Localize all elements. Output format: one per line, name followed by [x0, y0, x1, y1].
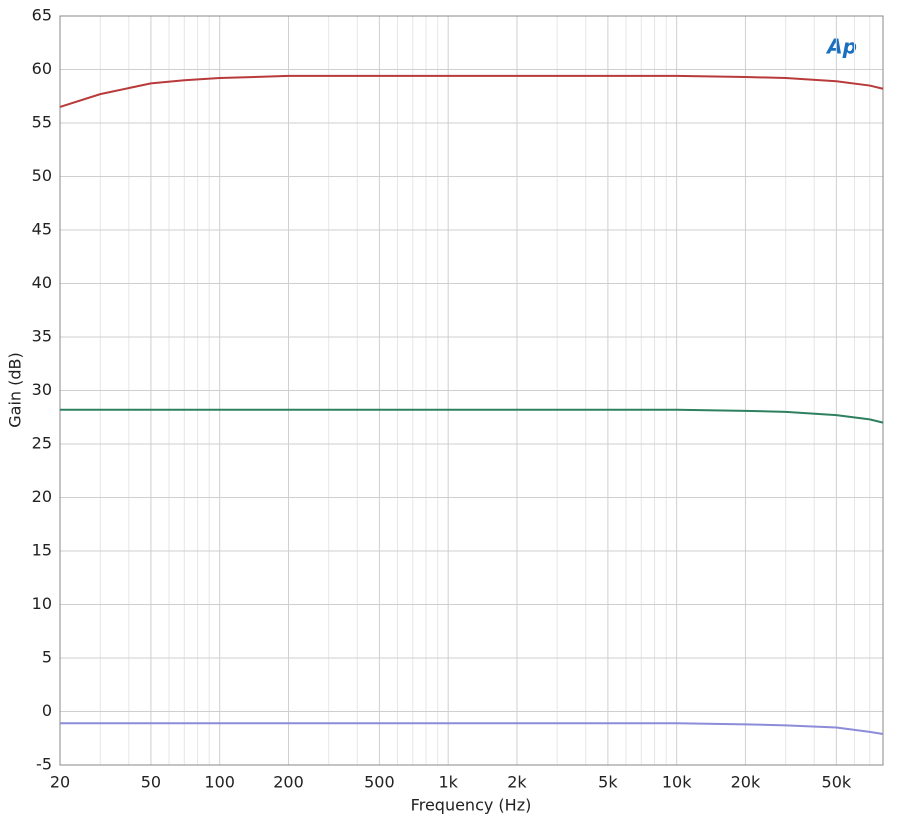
y-tick-label: 35: [32, 327, 52, 346]
logo: Ap: [825, 35, 857, 59]
y-tick-label: -5: [36, 755, 52, 774]
y-tick-label: 10: [32, 594, 52, 613]
y-tick-label: 55: [32, 113, 52, 132]
y-tick-label: 15: [32, 541, 52, 560]
series-line: [60, 408, 884, 424]
y-tick-label: 65: [32, 6, 52, 25]
y-tick-label: 25: [32, 434, 52, 453]
x-tick-label: 20: [50, 773, 70, 792]
series-line: [60, 722, 884, 735]
y-tick-label: 20: [32, 487, 52, 506]
x-tick-label: 1k: [438, 773, 458, 792]
x-tick-label: 5k: [598, 773, 618, 792]
plot-border: [59, 15, 884, 766]
y-axis-title: Gain (dB): [6, 352, 25, 428]
x-tick-label: 100: [204, 773, 235, 792]
series-line: [59, 74, 884, 108]
y-tick-label: 50: [32, 166, 52, 185]
x-axis-title: Frequency (Hz): [411, 796, 532, 815]
y-tick-label: 60: [32, 59, 52, 78]
x-tick-label: 50k: [822, 773, 852, 792]
x-tick-label: 10k: [662, 773, 692, 792]
x-tick-label: 2k: [507, 773, 527, 792]
x-tick-label: 200: [273, 773, 304, 792]
x-tick-label: 500: [364, 773, 395, 792]
y-tick-label: 0: [42, 701, 52, 720]
y-tick-label: 40: [32, 273, 52, 292]
x-tick-label: 20k: [731, 773, 761, 792]
y-tick-label: 30: [32, 380, 52, 399]
y-tick-label: 45: [32, 220, 52, 239]
y-tick-label: 5: [42, 648, 52, 667]
x-tick-label: 50: [141, 773, 161, 792]
